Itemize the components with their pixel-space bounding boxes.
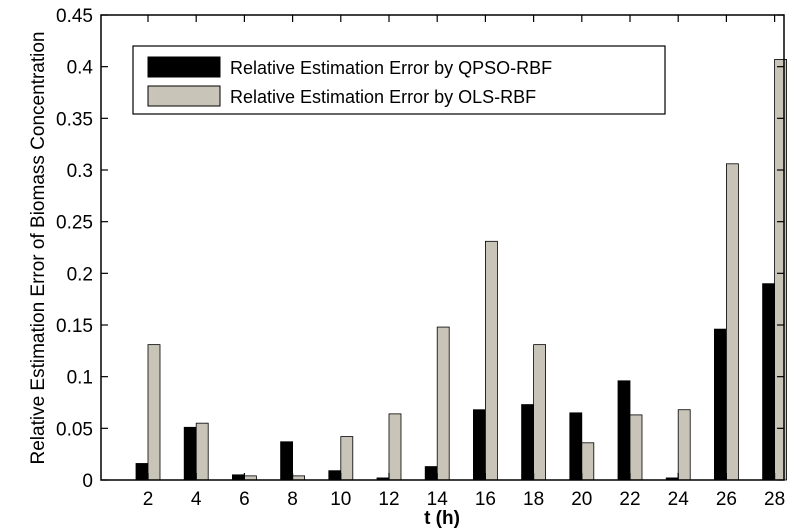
bar-ols-t28 [774, 59, 787, 481]
bar-qpso-t22 [617, 380, 631, 481]
x-tick-label: 10 [330, 489, 351, 510]
bar-ols-t26 [726, 163, 739, 481]
bar-qpso-t28 [762, 283, 775, 481]
y-axis: 0 0.05 0.1 0.15 0.2 0.25 0.3 0.35 0.4 0.45 [56, 6, 784, 492]
bar-qpso-t20 [569, 412, 583, 481]
bar-ols-t24 [677, 409, 691, 481]
legend-label-ols: Relative Estimation Error by OLS-RBF [230, 87, 536, 107]
bar-qpso-t14 [424, 466, 438, 481]
bar-qpso-t10 [328, 470, 342, 481]
bar-ols-t16 [484, 240, 498, 481]
x-tick-label: 24 [668, 489, 690, 510]
y-tick-label: 0.25 [56, 213, 93, 234]
x-tick-label: 6 [239, 489, 250, 510]
y-tick-label: 0.1 [67, 368, 93, 389]
plot-frame [100, 14, 785, 481]
x-tick-label: 16 [475, 489, 496, 510]
bar-qpso-t4 [183, 426, 197, 481]
legend-label-qpso: Relative Estimation Error by QPSO-RBF [230, 58, 552, 78]
bar-qpso-t2 [135, 463, 149, 481]
x-tick-label: 2 [143, 489, 154, 510]
bar-ols-t18 [533, 344, 546, 481]
y-tick-label: 0.15 [56, 316, 93, 337]
y-tick-label: 0.3 [67, 161, 93, 182]
x-tick-label: 22 [619, 489, 640, 510]
bar-qpso-t8 [280, 441, 294, 481]
x-tick-label: 26 [716, 489, 737, 510]
x-tick-label: 4 [191, 489, 202, 510]
bar-qpso-t6 [231, 474, 245, 481]
bar-qpso-t26 [714, 328, 727, 481]
bar-ols-t14 [436, 326, 450, 481]
y-tick-label: 0 [82, 471, 93, 492]
bar-ols-t2 [147, 344, 161, 481]
x-tick-label: 20 [571, 489, 592, 510]
legend-box [132, 45, 666, 115]
bar-ols-t10 [340, 436, 354, 481]
x-tick-label: 8 [287, 489, 298, 510]
x-tick-label: 14 [427, 489, 449, 510]
bar-ols-t20 [581, 442, 595, 481]
bar-ols-t12 [388, 413, 402, 481]
y-tick-label: 0.35 [56, 109, 93, 130]
legend-swatch-ols [147, 85, 221, 107]
x-tick-label: 28 [764, 489, 785, 510]
x-axis-title: t (h) [424, 508, 460, 529]
y-tick-label: 0.4 [67, 58, 94, 79]
legend: Relative Estimation Error by QPSO-RBF Re… [132, 45, 666, 115]
bar-qpso-t18 [521, 404, 534, 481]
x-tick-label: 12 [378, 489, 399, 510]
bar-qpso-t16 [472, 409, 486, 481]
bar-ols-t22 [629, 414, 643, 481]
y-tick-label: 0.05 [56, 419, 93, 440]
x-axis: 2 4 6 8 10 12 14 16 18 20 22 24 26 28 [143, 15, 785, 510]
legend-swatch-qpso [147, 56, 221, 78]
bar-ols-t4 [195, 422, 209, 481]
x-tick-label: 18 [523, 489, 544, 510]
y-tick-label: 0.2 [67, 264, 93, 285]
y-tick-label: 0.45 [56, 6, 93, 27]
y-axis-title: Relative Estimation Error of Biomass Con… [28, 32, 49, 465]
